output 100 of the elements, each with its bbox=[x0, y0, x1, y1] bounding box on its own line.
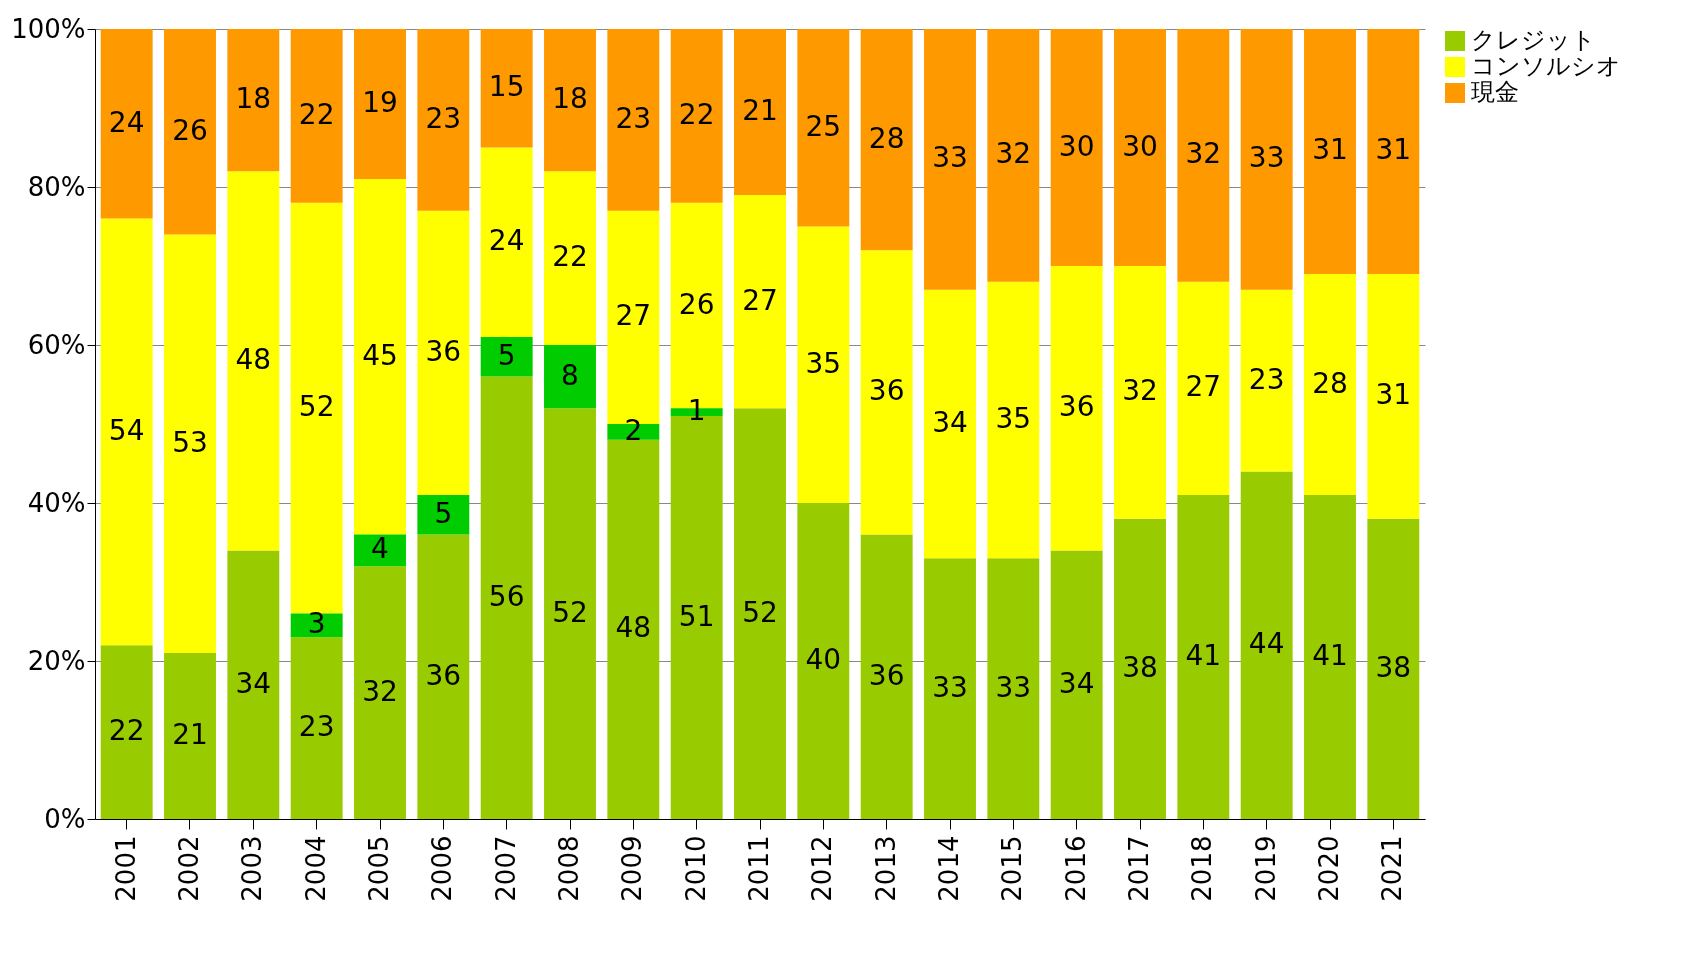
data-label: 23 bbox=[298, 710, 335, 744]
data-label: 36 bbox=[425, 658, 462, 692]
data-label: 23 bbox=[615, 101, 652, 135]
bar bbox=[1177, 29, 1230, 282]
bar bbox=[100, 645, 153, 819]
data-label: 41 bbox=[1185, 639, 1222, 673]
bar bbox=[417, 534, 470, 819]
data-label: 56 bbox=[488, 579, 525, 613]
bar bbox=[607, 439, 660, 819]
bar bbox=[1240, 289, 1293, 472]
bar bbox=[100, 29, 153, 219]
bar bbox=[1177, 281, 1230, 496]
bar bbox=[417, 495, 470, 535]
data-label: 27 bbox=[615, 299, 652, 333]
bar bbox=[734, 29, 786, 195]
x-tick-label: 2006 bbox=[427, 835, 458, 902]
bar bbox=[354, 179, 406, 535]
data-label: 40 bbox=[805, 643, 842, 676]
bar bbox=[1304, 273, 1356, 496]
bar bbox=[164, 234, 216, 654]
bar bbox=[987, 558, 1040, 819]
data-label: 36 bbox=[1058, 390, 1095, 424]
x-tick-label: 2011 bbox=[744, 835, 774, 902]
bar bbox=[227, 550, 280, 819]
x-tick-label: 2003 bbox=[237, 835, 268, 902]
legend-label: クレジット bbox=[1471, 26, 1596, 54]
data-label: 34 bbox=[1058, 666, 1095, 700]
bar bbox=[860, 250, 913, 535]
x-tick-label: 2012 bbox=[807, 835, 838, 902]
bar bbox=[480, 337, 533, 377]
data-label: 31 bbox=[1312, 133, 1348, 167]
bar bbox=[924, 558, 976, 819]
data-label: 24 bbox=[488, 224, 525, 258]
data-label: 32 bbox=[1185, 137, 1222, 171]
bar bbox=[1240, 29, 1293, 290]
data-label: 36 bbox=[425, 334, 462, 368]
x-tick-label: 2010 bbox=[680, 835, 711, 902]
data-label: 32 bbox=[995, 137, 1032, 171]
bar bbox=[1240, 471, 1293, 819]
x-tick-label: 2014 bbox=[934, 835, 964, 902]
bar bbox=[354, 566, 406, 819]
x-tick-label: 2004 bbox=[300, 835, 331, 902]
data-label: 52 bbox=[298, 390, 335, 424]
data-label: 25 bbox=[805, 109, 842, 143]
data-label: 22 bbox=[678, 97, 715, 131]
data-label: 51 bbox=[678, 599, 715, 633]
bar bbox=[734, 194, 786, 409]
bar bbox=[1304, 29, 1356, 274]
data-label: 8 bbox=[561, 358, 579, 392]
x-tick-label: 2008 bbox=[554, 835, 584, 902]
bar bbox=[987, 281, 1040, 559]
data-label: 18 bbox=[235, 82, 272, 116]
x-tick-label: 2007 bbox=[490, 835, 521, 902]
x-tick-label: 2001 bbox=[110, 835, 141, 902]
data-label: 21 bbox=[742, 93, 778, 127]
bar bbox=[354, 29, 406, 180]
x-tick-label: 2019 bbox=[1250, 835, 1281, 902]
data-label: 35 bbox=[805, 346, 842, 380]
data-label: 31 bbox=[1375, 133, 1412, 167]
bar bbox=[227, 171, 280, 551]
data-label: 21 bbox=[172, 718, 208, 752]
bar bbox=[860, 29, 913, 251]
bar bbox=[544, 345, 596, 409]
data-label: 33 bbox=[932, 141, 968, 175]
bar bbox=[1367, 518, 1420, 819]
y-tick-label: 0% bbox=[44, 803, 86, 834]
y-tick-label: 80% bbox=[27, 171, 86, 202]
data-label: 33 bbox=[1248, 141, 1285, 175]
data-label: 18 bbox=[552, 82, 588, 116]
data-label: 32 bbox=[1122, 374, 1158, 408]
data-label: 19 bbox=[362, 86, 398, 120]
data-label: 5 bbox=[434, 496, 453, 530]
y-tick-label: 60% bbox=[27, 329, 86, 360]
bar bbox=[1367, 273, 1420, 519]
data-label: 4 bbox=[371, 532, 389, 566]
x-tick-label: 2015 bbox=[997, 835, 1028, 902]
y-tick-label: 20% bbox=[27, 645, 86, 676]
data-label: 34 bbox=[932, 406, 968, 439]
data-label: 35 bbox=[995, 402, 1032, 436]
bar bbox=[797, 503, 850, 819]
bar bbox=[1304, 495, 1356, 819]
y-tick-label: 40% bbox=[27, 487, 86, 518]
x-tick-label: 2009 bbox=[617, 835, 648, 902]
x-tick-label: 2020 bbox=[1314, 835, 1344, 902]
bar bbox=[1050, 29, 1103, 266]
bar bbox=[544, 171, 596, 345]
bar bbox=[290, 637, 343, 819]
data-label: 15 bbox=[488, 70, 525, 104]
x-tick-label: 2021 bbox=[1377, 835, 1408, 902]
x-tick-label: 2018 bbox=[1187, 835, 1218, 902]
bar bbox=[607, 29, 660, 211]
data-label: 44 bbox=[1248, 627, 1285, 661]
bar bbox=[1114, 266, 1166, 519]
bar bbox=[164, 29, 216, 235]
data-label: 24 bbox=[108, 105, 145, 139]
bar bbox=[480, 376, 533, 819]
bar bbox=[924, 29, 976, 290]
bar bbox=[1050, 550, 1103, 819]
data-label: 36 bbox=[868, 374, 905, 408]
data-label: 22 bbox=[108, 714, 145, 748]
